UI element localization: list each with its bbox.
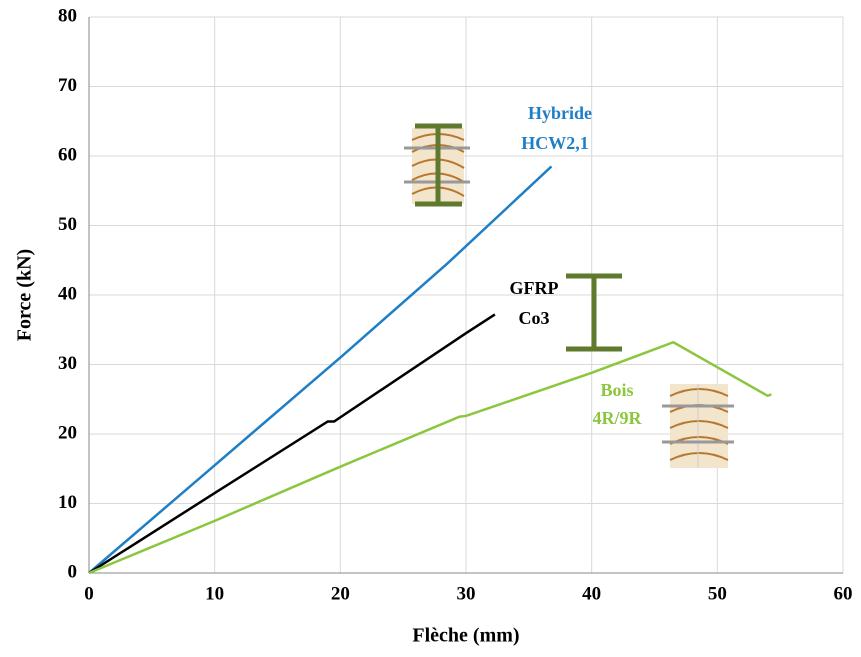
x-tick-label: 30: [457, 583, 476, 604]
y-tick-label: 50: [58, 214, 77, 235]
x-tick-label: 0: [84, 583, 94, 604]
series-label: Hybride: [528, 103, 592, 123]
x-axis-title: Flèche (mm): [412, 625, 519, 647]
y-tick-label: 60: [58, 144, 77, 165]
y-tick-label: 40: [58, 283, 77, 304]
series-line: [88, 165, 553, 574]
y-tick-label: 30: [58, 353, 77, 374]
series-label: Bois: [600, 380, 633, 400]
gfrp-icon: [566, 273, 622, 352]
series-line: [88, 340, 772, 575]
y-tick-label: 0: [68, 561, 78, 582]
x-tick-label: 60: [834, 583, 853, 604]
y-tick-label: 10: [58, 492, 77, 513]
x-tick-label: 10: [205, 583, 224, 604]
x-tick-label: 40: [582, 583, 601, 604]
wood-icon: [662, 384, 734, 468]
series-label: GFRP: [510, 278, 559, 298]
y-axis-title: Force (kN): [14, 249, 36, 341]
y-tick-label: 80: [58, 5, 77, 26]
series-label: Co3: [519, 308, 550, 328]
hybrid-icon: [404, 123, 470, 207]
y-tick-label: 70: [58, 75, 77, 96]
series-group: [88, 165, 772, 575]
series-label: 4R/9R: [593, 408, 643, 428]
y-tick-label: 20: [58, 422, 77, 443]
x-tick-label: 50: [708, 583, 727, 604]
series-line: [88, 313, 496, 575]
series-label: HCW2,1: [521, 133, 589, 153]
x-tick-label: 20: [331, 583, 350, 604]
